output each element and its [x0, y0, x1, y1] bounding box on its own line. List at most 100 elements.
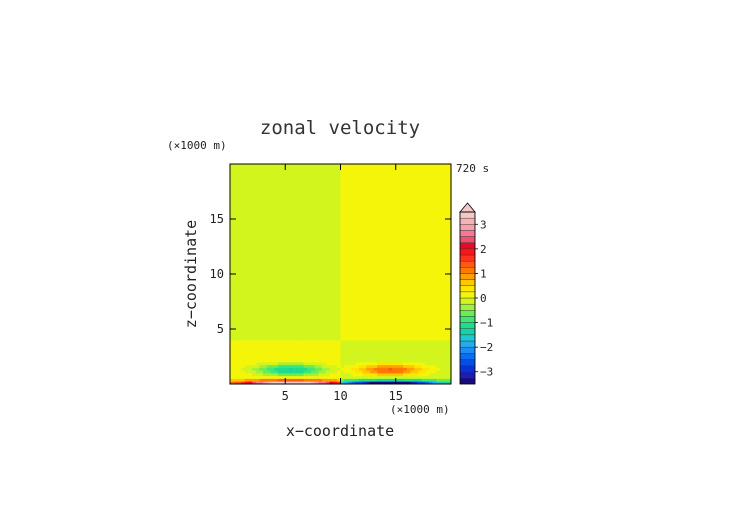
field-cell: [377, 279, 382, 283]
field-cell: [252, 307, 257, 311]
field-cell: [395, 169, 400, 173]
field-cell: [252, 224, 257, 228]
field-cell: [255, 186, 260, 190]
field-cell: [447, 271, 452, 275]
field-cell: [252, 378, 257, 382]
field-cell: [314, 323, 319, 327]
field-cell: [322, 370, 327, 374]
field-cell: [340, 268, 345, 272]
field-cell: [255, 227, 260, 231]
field-cell: [340, 364, 345, 368]
field-cell: [344, 241, 349, 245]
field-cell: [233, 326, 238, 330]
field-cell: [288, 164, 294, 168]
field-cell: [377, 180, 382, 184]
field-cell: [296, 252, 301, 256]
field-cell: [381, 375, 386, 379]
field-cell: [303, 208, 308, 212]
field-cell: [447, 202, 452, 206]
field-cell: [410, 359, 415, 363]
field-cell: [296, 197, 301, 201]
field-cell: [274, 177, 279, 181]
field-cell: [392, 213, 397, 217]
field-cell: [263, 194, 268, 198]
field-cell: [369, 326, 375, 330]
field-cell: [443, 205, 448, 209]
field-cell: [421, 232, 426, 236]
field-cell: [410, 285, 415, 289]
field-cell: [403, 290, 408, 294]
field-cell: [447, 243, 452, 247]
field-cell: [237, 191, 242, 195]
field-cell: [303, 334, 308, 338]
field-cell: [351, 238, 356, 242]
field-cell: [340, 210, 345, 214]
field-cell: [281, 268, 286, 272]
field-cell: [285, 197, 290, 201]
field-cell: [241, 243, 246, 247]
field-cell: [285, 199, 290, 203]
field-cell: [252, 337, 257, 341]
field-cell: [406, 323, 411, 327]
field-cell: [340, 320, 345, 324]
field-cell: [307, 340, 312, 344]
field-cell: [439, 175, 445, 179]
field-cell: [355, 238, 360, 242]
field-cell: [325, 348, 330, 352]
field-cell: [373, 164, 378, 168]
field-cell: [311, 175, 316, 179]
field-cell: [333, 219, 338, 223]
field-cell: [303, 345, 308, 349]
field-cell: [340, 202, 345, 206]
field-cell: [285, 177, 290, 181]
field-cell: [318, 276, 323, 280]
field-cell: [417, 329, 422, 333]
field-cell: [270, 301, 275, 305]
field-cell: [414, 375, 419, 379]
field-cell: [347, 337, 352, 341]
field-cell: [248, 309, 253, 313]
field-cell: [425, 356, 430, 360]
field-cell: [436, 279, 441, 283]
field-cell: [369, 296, 375, 300]
field-cell: [377, 373, 382, 377]
field-cell: [447, 287, 452, 291]
field-cell: [311, 359, 316, 363]
field-cell: [311, 340, 316, 344]
field-cell: [447, 367, 452, 371]
field-cell: [417, 268, 422, 272]
field-cell: [406, 191, 411, 195]
field-cell: [377, 191, 382, 195]
field-cell: [307, 194, 312, 198]
field-cell: [340, 279, 345, 283]
field-cell: [322, 331, 327, 335]
field-cell: [252, 287, 257, 291]
field-cell: [336, 370, 341, 374]
field-cell: [410, 180, 415, 184]
field-cell: [410, 342, 415, 346]
field-cell: [366, 238, 371, 242]
field-cell: [347, 224, 352, 228]
field-cell: [252, 175, 257, 179]
field-cell: [233, 378, 238, 382]
colorbar-swatch: [459, 230, 476, 237]
field-cell: [358, 199, 363, 203]
field-cell: [358, 326, 363, 330]
field-cell: [425, 194, 430, 198]
field-cell: [336, 208, 341, 212]
field-cell: [340, 265, 345, 269]
field-cell: [241, 274, 246, 278]
field-cell: [439, 271, 445, 275]
field-cell: [373, 169, 378, 173]
field-cell: [443, 219, 448, 223]
field-cell: [314, 356, 319, 360]
field-cell: [443, 356, 448, 360]
field-cell: [439, 334, 445, 338]
field-cell: [325, 362, 330, 366]
field-cell: [369, 177, 375, 181]
field-cell: [399, 227, 404, 231]
field-cell: [241, 375, 246, 379]
field-cell: [307, 320, 312, 324]
field-cell: [303, 243, 308, 247]
field-cell: [241, 356, 246, 360]
